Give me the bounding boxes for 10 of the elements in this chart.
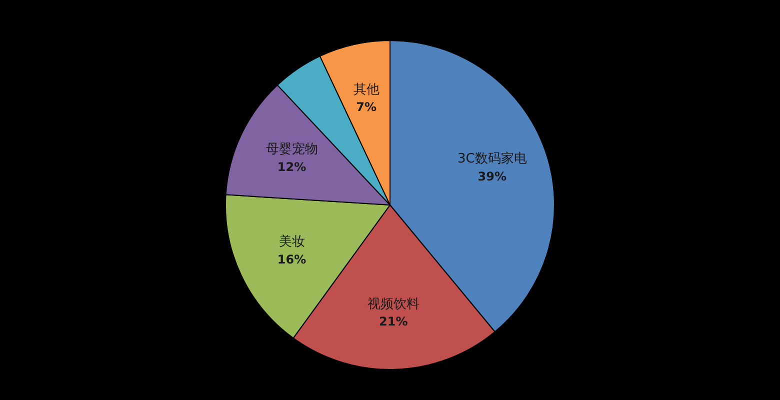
slice-label: 其他 — [353, 82, 380, 98]
slice-label: 视频饮料 — [367, 296, 420, 312]
data-label: 16% — [277, 252, 306, 266]
slice-label: 3C数码家电 — [457, 150, 527, 167]
data-label: 39% — [478, 169, 507, 184]
data-label: 21% — [379, 314, 408, 329]
slice-label: 美妆 — [278, 234, 305, 250]
slice-label: 母婴宠物 — [266, 142, 318, 158]
data-label: 7% — [356, 100, 377, 114]
data-label: 12% — [277, 160, 306, 174]
